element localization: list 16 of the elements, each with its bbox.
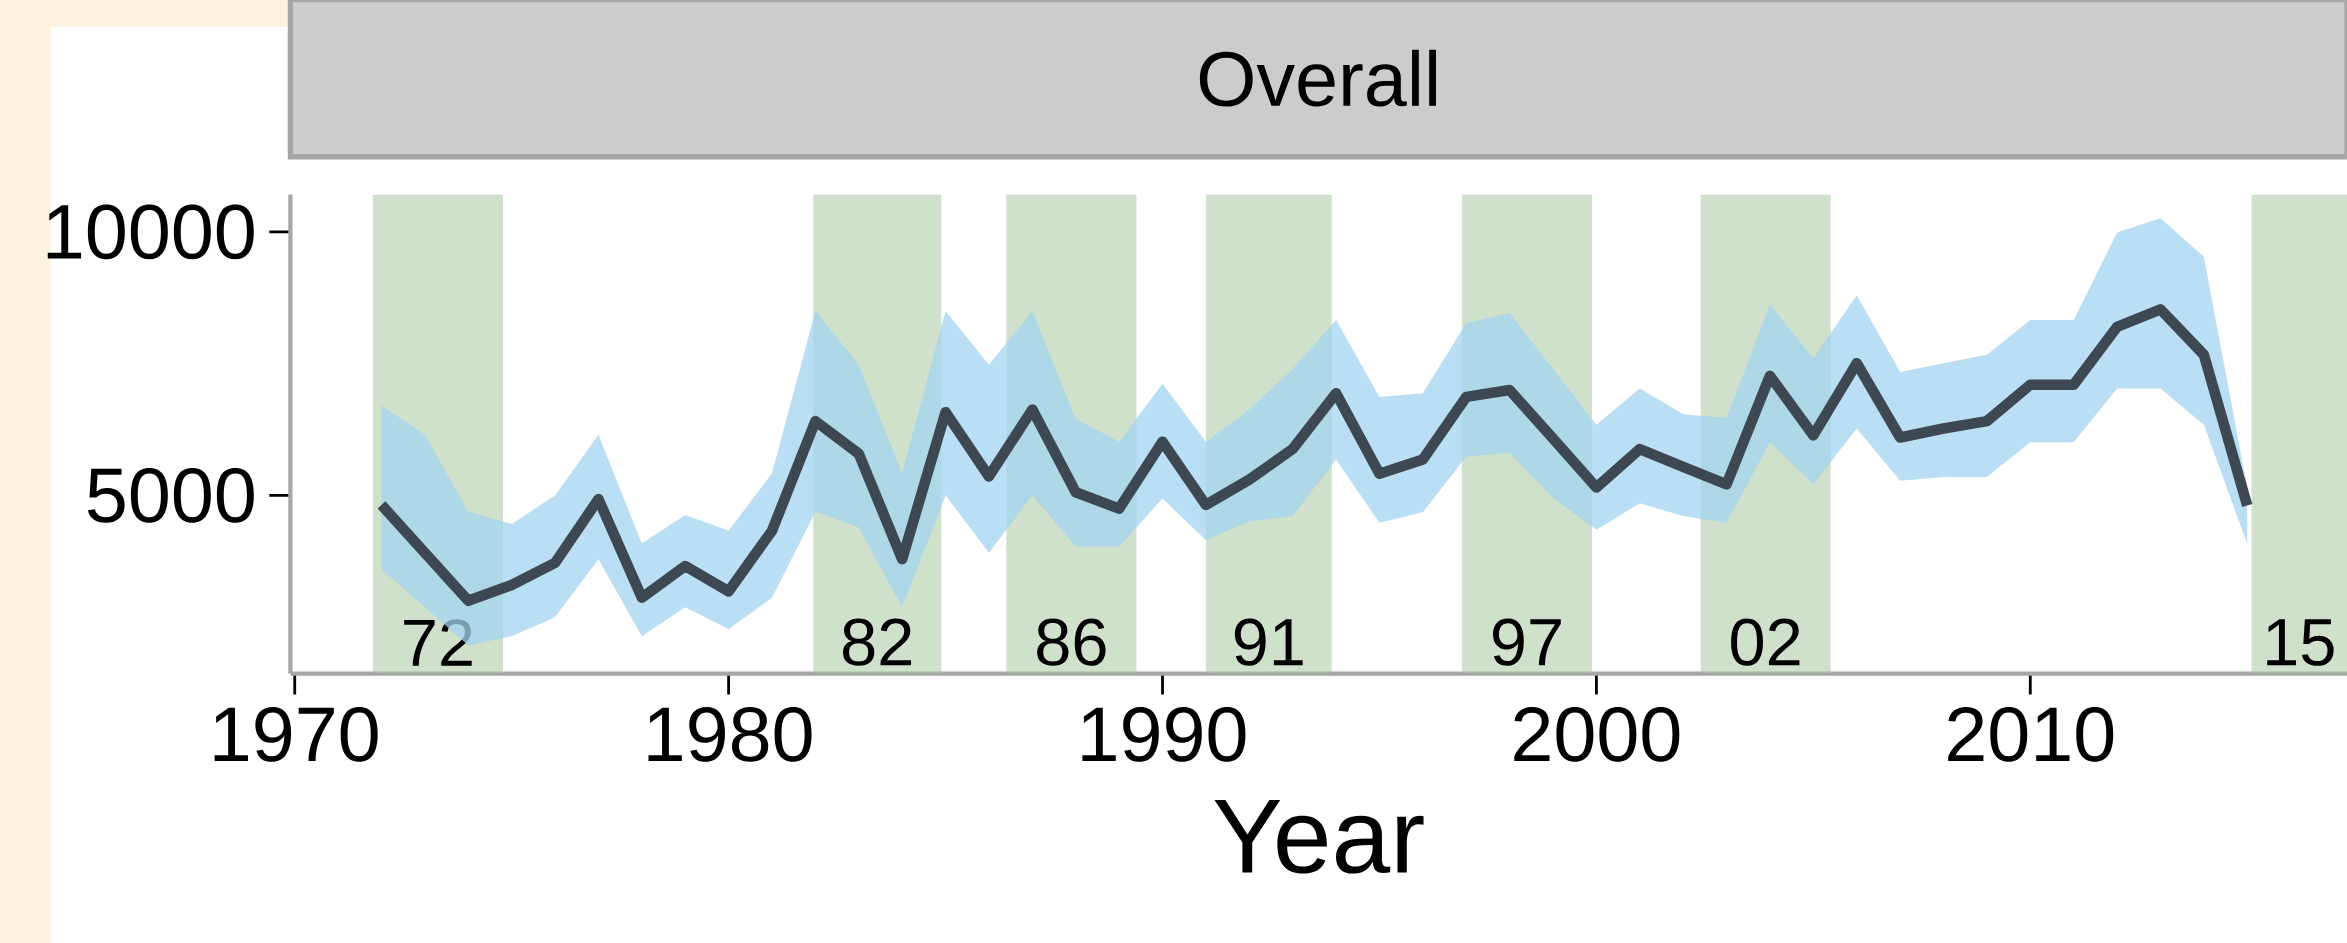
band-label: 72 (404, 619, 472, 666)
chart-title: Overall (1199, 49, 1436, 107)
x-tick-label: 1970 (214, 707, 378, 762)
band-label: 97 (1492, 618, 1561, 666)
x-tick-label: 1990 (1082, 707, 1246, 762)
x-tick-label: 2010 (1948, 707, 2114, 762)
x-axis-title: Year (1214, 800, 1424, 874)
band-label: 15 (2267, 619, 2334, 666)
x-tick-label: 1980 (648, 707, 812, 762)
band-label: 02 (1731, 618, 1800, 666)
band-label: 91 (1234, 618, 1303, 666)
y-tick-label: 10000 (47, 204, 254, 260)
band-label: 86 (1037, 618, 1106, 666)
band-label: 82 (843, 618, 912, 666)
y-tick-label: 5000 (87, 468, 254, 523)
x-tick-label: 2000 (1514, 707, 1680, 762)
